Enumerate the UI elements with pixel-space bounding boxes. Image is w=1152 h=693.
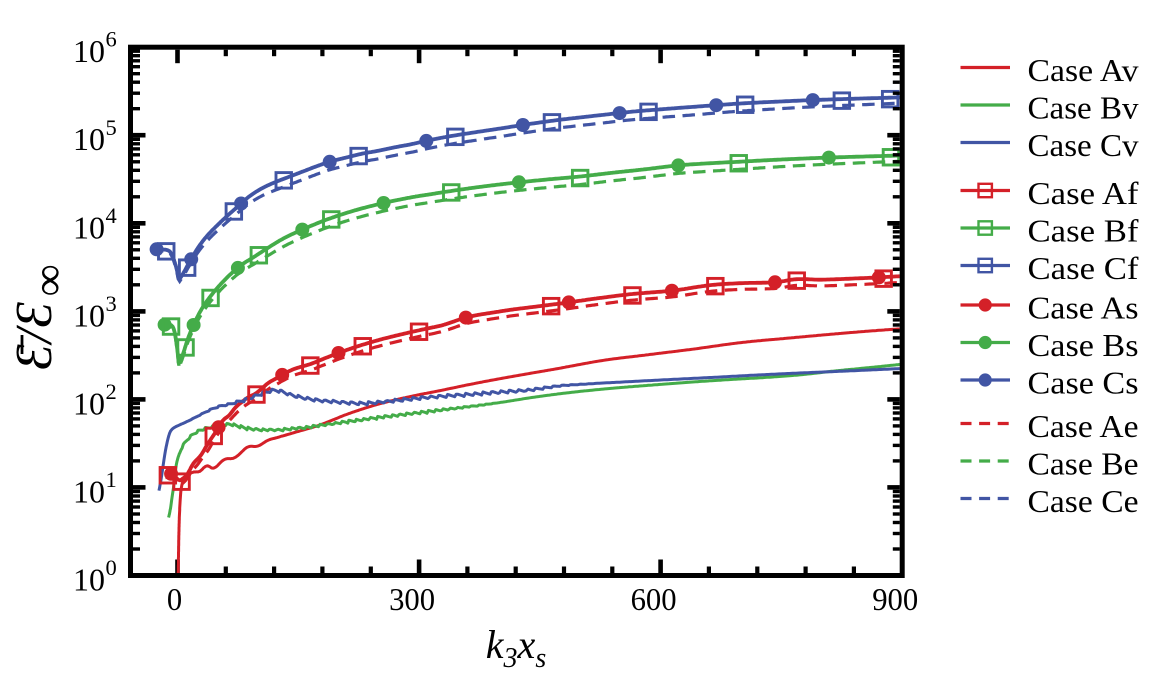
svg-text:Case Cs: Case Cs bbox=[1028, 365, 1139, 401]
svg-text:Case Bf: Case Bf bbox=[1028, 213, 1139, 249]
svg-text:10: 10 bbox=[73, 385, 105, 421]
svg-text:Case Be: Case Be bbox=[1028, 446, 1139, 482]
svg-text:Case Bs: Case Bs bbox=[1028, 327, 1139, 363]
svg-text:3: 3 bbox=[106, 291, 117, 316]
svg-text:4: 4 bbox=[106, 203, 117, 228]
svg-text:10: 10 bbox=[73, 33, 105, 69]
svg-text:10: 10 bbox=[73, 297, 105, 333]
svg-text:∞: ∞ bbox=[24, 265, 73, 296]
svg-text:10: 10 bbox=[73, 209, 105, 245]
svg-text:300: 300 bbox=[389, 581, 435, 617]
svg-text:10: 10 bbox=[73, 473, 105, 509]
svg-text:Case Cv: Case Cv bbox=[1028, 127, 1139, 163]
svg-text:Case As: Case As bbox=[1028, 290, 1139, 326]
svg-text:6: 6 bbox=[106, 27, 117, 52]
svg-text:Case Cf: Case Cf bbox=[1028, 250, 1139, 286]
svg-text:10: 10 bbox=[73, 121, 105, 157]
svg-text:5: 5 bbox=[106, 115, 117, 140]
svg-text:0: 0 bbox=[167, 581, 182, 617]
svg-text:10: 10 bbox=[73, 562, 105, 598]
svg-text:Ɛ/Ɛ: Ɛ/Ɛ bbox=[6, 301, 63, 370]
svg-text:Case Ce: Case Ce bbox=[1028, 483, 1139, 519]
svg-text:600: 600 bbox=[631, 581, 677, 617]
svg-text:Case Af: Case Af bbox=[1028, 175, 1139, 211]
svg-text:Case Bv: Case Bv bbox=[1028, 90, 1139, 126]
svg-text:2: 2 bbox=[106, 379, 117, 404]
svg-text:Case Av: Case Av bbox=[1028, 52, 1139, 88]
svg-text:Case Ae: Case Ae bbox=[1028, 408, 1139, 444]
svg-text:0: 0 bbox=[106, 555, 117, 580]
svg-text:900: 900 bbox=[872, 581, 918, 617]
svg-text:1: 1 bbox=[106, 467, 117, 492]
